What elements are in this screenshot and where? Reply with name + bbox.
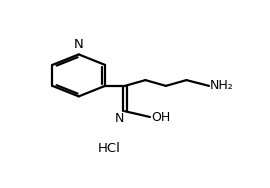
Text: OH: OH	[151, 111, 170, 124]
Text: N: N	[74, 38, 84, 51]
Text: HCl: HCl	[98, 142, 120, 155]
Text: N: N	[114, 112, 124, 125]
Text: NH₂: NH₂	[210, 79, 233, 92]
